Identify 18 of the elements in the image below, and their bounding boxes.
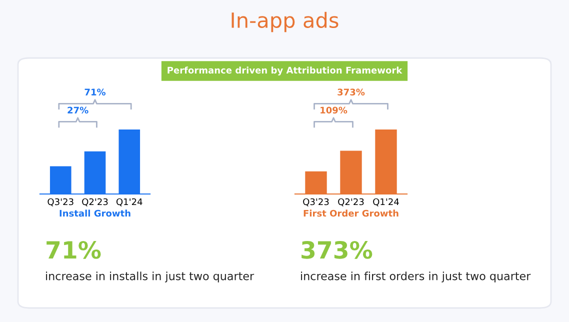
text: 109% [320,106,348,114]
text: 71% [84,88,106,96]
x-tick-label: Q1'24 [116,198,142,206]
text: 27% [68,106,88,114]
text: Performance driven by Attribution Framework [168,66,402,76]
x-tick-label: Q2'23 [338,198,364,206]
x-axis-title: First Order Growth [304,210,398,217]
text: increase in installs in just two quarter [46,272,254,282]
x-tick-label: Q2'23 [82,198,108,206]
text: 71% [46,240,101,259]
text: 373% [302,240,372,259]
text: In-app ads [232,12,338,32]
x-tick-label: Q3'23 [303,198,329,206]
x-axis-title: Install Growth [60,210,130,217]
x-tick-label: Q1'24 [373,198,399,206]
text: 373% [338,88,365,96]
text: increase in first orders in just two quarter [301,272,531,282]
x-tick-label: Q3'23 [48,198,74,206]
